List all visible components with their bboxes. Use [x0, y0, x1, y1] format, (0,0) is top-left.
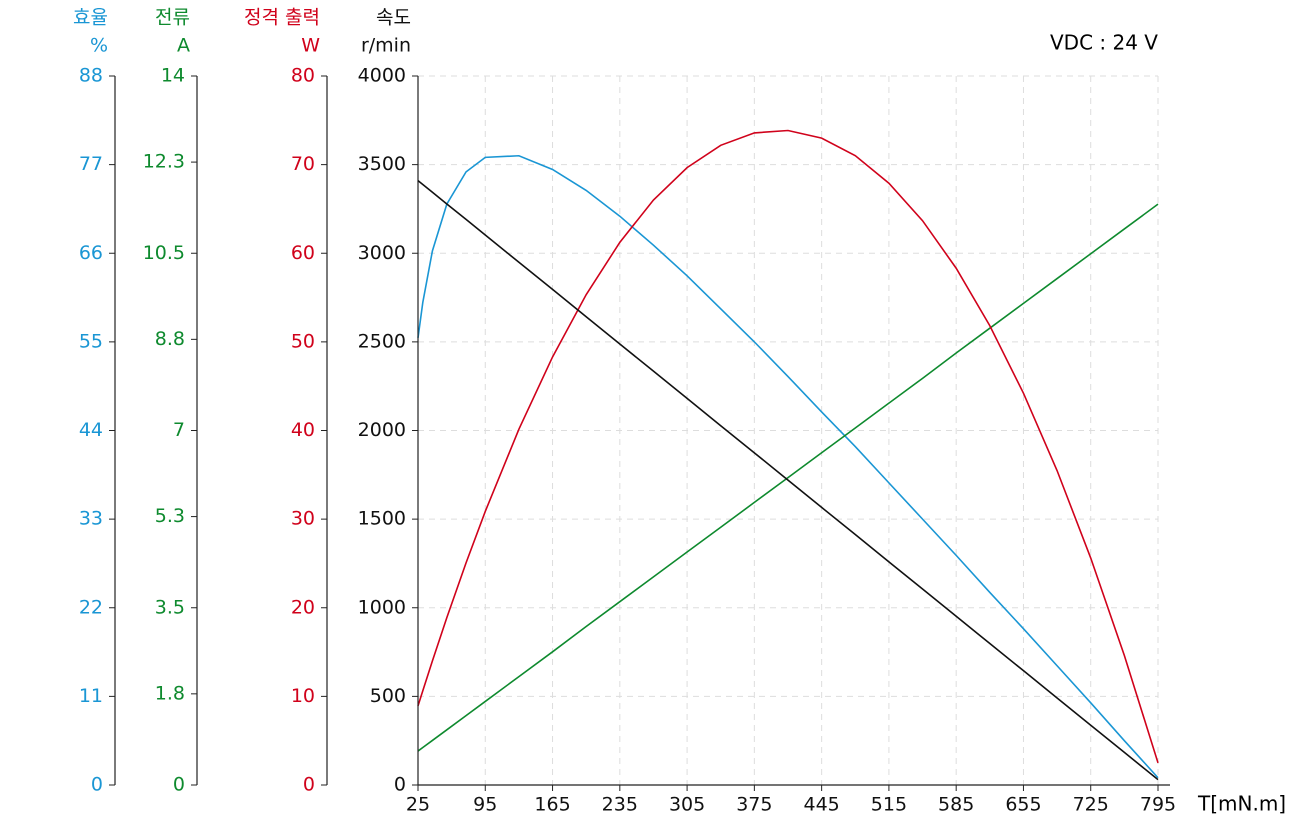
y-tick-label: 0 [394, 774, 406, 796]
y-tick-label: 80 [291, 65, 315, 87]
y-axis-title: 전류 [155, 7, 190, 29]
x-tick-label: 725 [1073, 794, 1109, 816]
x-tick-label: 515 [871, 794, 907, 816]
x-tick-label: 165 [534, 794, 570, 816]
y-tick-label: 40 [291, 419, 315, 441]
y-axis-unit: % [90, 35, 108, 57]
y-tick-label: 7 [173, 419, 185, 441]
x-tick-label: 305 [669, 794, 705, 816]
y-axis-title: 정격 출력 [244, 7, 320, 29]
y-tick-label: 60 [291, 242, 315, 264]
y-tick-label: 11 [79, 685, 103, 707]
y-axis-title: 속도 [376, 7, 411, 29]
y-axis-unit: W [301, 35, 320, 57]
x-tick-label: 375 [736, 794, 772, 816]
x-tick-label: 795 [1140, 794, 1176, 816]
y-tick-label: 0 [91, 774, 103, 796]
y-tick-label: 1.8 [155, 682, 185, 704]
y-tick-label: 55 [79, 330, 103, 352]
annotation: VDC : 24 V [1050, 31, 1158, 55]
y-tick-label: 5.3 [155, 505, 185, 527]
y-axis-unit: r/min [361, 35, 411, 57]
y-tick-label: 3000 [358, 242, 406, 264]
y-tick-label: 500 [370, 685, 406, 707]
y-tick-label: 0 [173, 774, 185, 796]
y-tick-label: 44 [79, 419, 103, 441]
y-tick-label: 10.5 [143, 242, 185, 264]
x-tick-label: 25 [406, 794, 430, 816]
y-tick-label: 50 [291, 330, 315, 352]
y-tick-label: 33 [79, 508, 103, 530]
y-axis-unit: A [177, 35, 190, 57]
x-tick-label: 585 [938, 794, 974, 816]
y-tick-label: 14 [161, 65, 185, 87]
x-tick-label: 445 [804, 794, 840, 816]
series-line [417, 203, 1159, 752]
y-tick-label: 1500 [358, 508, 406, 530]
x-tick-label: 95 [473, 794, 497, 816]
y-tick-label: 22 [79, 596, 103, 618]
y-tick-label: 20 [291, 596, 315, 618]
y-tick-label: 66 [79, 242, 103, 264]
y-axis-title: 효율 [73, 7, 108, 29]
series-line [417, 129, 1159, 764]
y-tick-label: 8.8 [155, 328, 185, 350]
y-tick-label: 0 [303, 774, 315, 796]
y-tick-label: 4000 [358, 65, 406, 87]
series-line [417, 154, 1159, 779]
y-tick-label: 30 [291, 508, 315, 530]
series-line [417, 179, 1159, 781]
y-tick-label: 88 [79, 65, 103, 87]
y-tick-label: 70 [291, 153, 315, 175]
y-tick-label: 2000 [358, 419, 406, 441]
y-tick-label: 12.3 [143, 151, 185, 173]
y-tick-label: 2500 [358, 330, 406, 352]
y-tick-label: 1000 [358, 596, 406, 618]
x-tick-label: 235 [602, 794, 638, 816]
y-tick-label: 3.5 [155, 596, 185, 618]
x-axis-label: T[mN.m] [1197, 792, 1286, 816]
y-tick-label: 77 [79, 153, 103, 175]
y-tick-label: 3500 [358, 153, 406, 175]
y-tick-label: 10 [291, 685, 315, 707]
x-tick-label: 655 [1005, 794, 1041, 816]
